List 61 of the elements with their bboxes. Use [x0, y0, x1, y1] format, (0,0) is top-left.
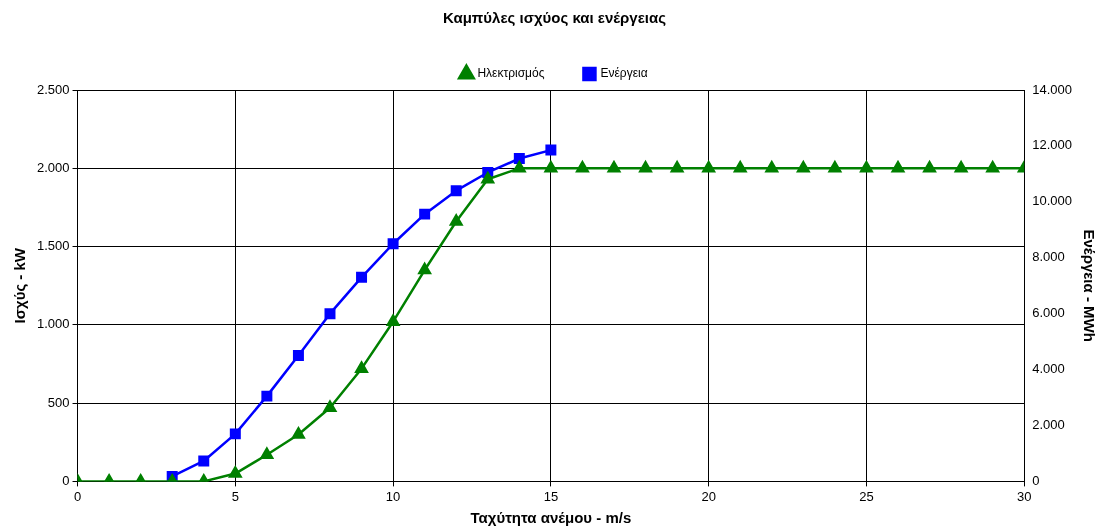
point — [292, 350, 304, 362]
y-tick-label: 1.500 — [36, 238, 70, 254]
point — [229, 428, 241, 440]
y2-tick-label: 4.000 — [1032, 361, 1065, 377]
point — [449, 214, 463, 226]
point — [260, 447, 274, 460]
y2-tick-label: 8.000 — [1032, 249, 1065, 265]
y-tick-label: 2.000 — [36, 159, 70, 175]
point — [386, 314, 400, 326]
point — [733, 161, 747, 173]
y-tick-label: 500 — [47, 394, 70, 410]
x-tick-label: 10 — [385, 488, 401, 504]
point — [512, 161, 526, 173]
point — [765, 161, 779, 173]
point — [291, 427, 305, 439]
point — [419, 208, 431, 220]
point — [986, 161, 1000, 173]
point — [607, 161, 621, 173]
point — [198, 455, 210, 467]
point — [228, 466, 242, 478]
y2-tick-label: 6.000 — [1032, 305, 1065, 321]
point — [828, 161, 842, 173]
x-tick-label: 15 — [543, 488, 559, 504]
y2-axis-title: Ενέργεια - MWh — [1080, 229, 1098, 342]
y-axis-title: Ισχύς - kW — [11, 247, 29, 324]
point — [860, 161, 873, 173]
point — [954, 161, 968, 173]
x-tick-label: 0 — [73, 488, 82, 504]
point — [670, 161, 684, 173]
y2-tick-label: 14.000 — [1032, 81, 1072, 97]
point — [324, 308, 336, 320]
y2-tick-label: 10.000 — [1032, 193, 1072, 209]
point — [923, 161, 937, 173]
point — [513, 153, 525, 164]
point — [261, 390, 273, 402]
point — [356, 271, 368, 283]
x-axis-title: Ταχύτητα ανέμου - m/s — [470, 509, 632, 527]
point — [323, 400, 337, 413]
y-tick-label: 2.500 — [36, 81, 70, 97]
chart-title: Καμπύλες ισχύος και ενέργειας — [442, 9, 667, 27]
y-tick-label: 0 — [62, 472, 70, 488]
point — [481, 171, 495, 184]
y2-tick-label: 12.000 — [1032, 137, 1072, 153]
point — [387, 238, 399, 250]
point — [796, 161, 810, 173]
point — [545, 144, 557, 156]
y-tick-label: 1.000 — [36, 316, 70, 332]
y2-tick-label: 0 — [1032, 472, 1040, 488]
point — [891, 161, 905, 173]
x-tick-label: 30 — [1017, 488, 1032, 504]
x-tick-label: 5 — [231, 488, 239, 504]
legend-label: Ενέργεια — [600, 66, 648, 81]
point — [355, 361, 368, 373]
point — [450, 185, 462, 197]
x-tick-label: 20 — [701, 488, 716, 504]
legend-label: Ηλεκτρισμός — [477, 66, 545, 81]
point — [544, 161, 558, 173]
y2-tick-label: 2.000 — [1032, 417, 1065, 433]
x-tick-label: 25 — [859, 488, 874, 504]
point — [702, 161, 716, 173]
point — [418, 262, 432, 275]
